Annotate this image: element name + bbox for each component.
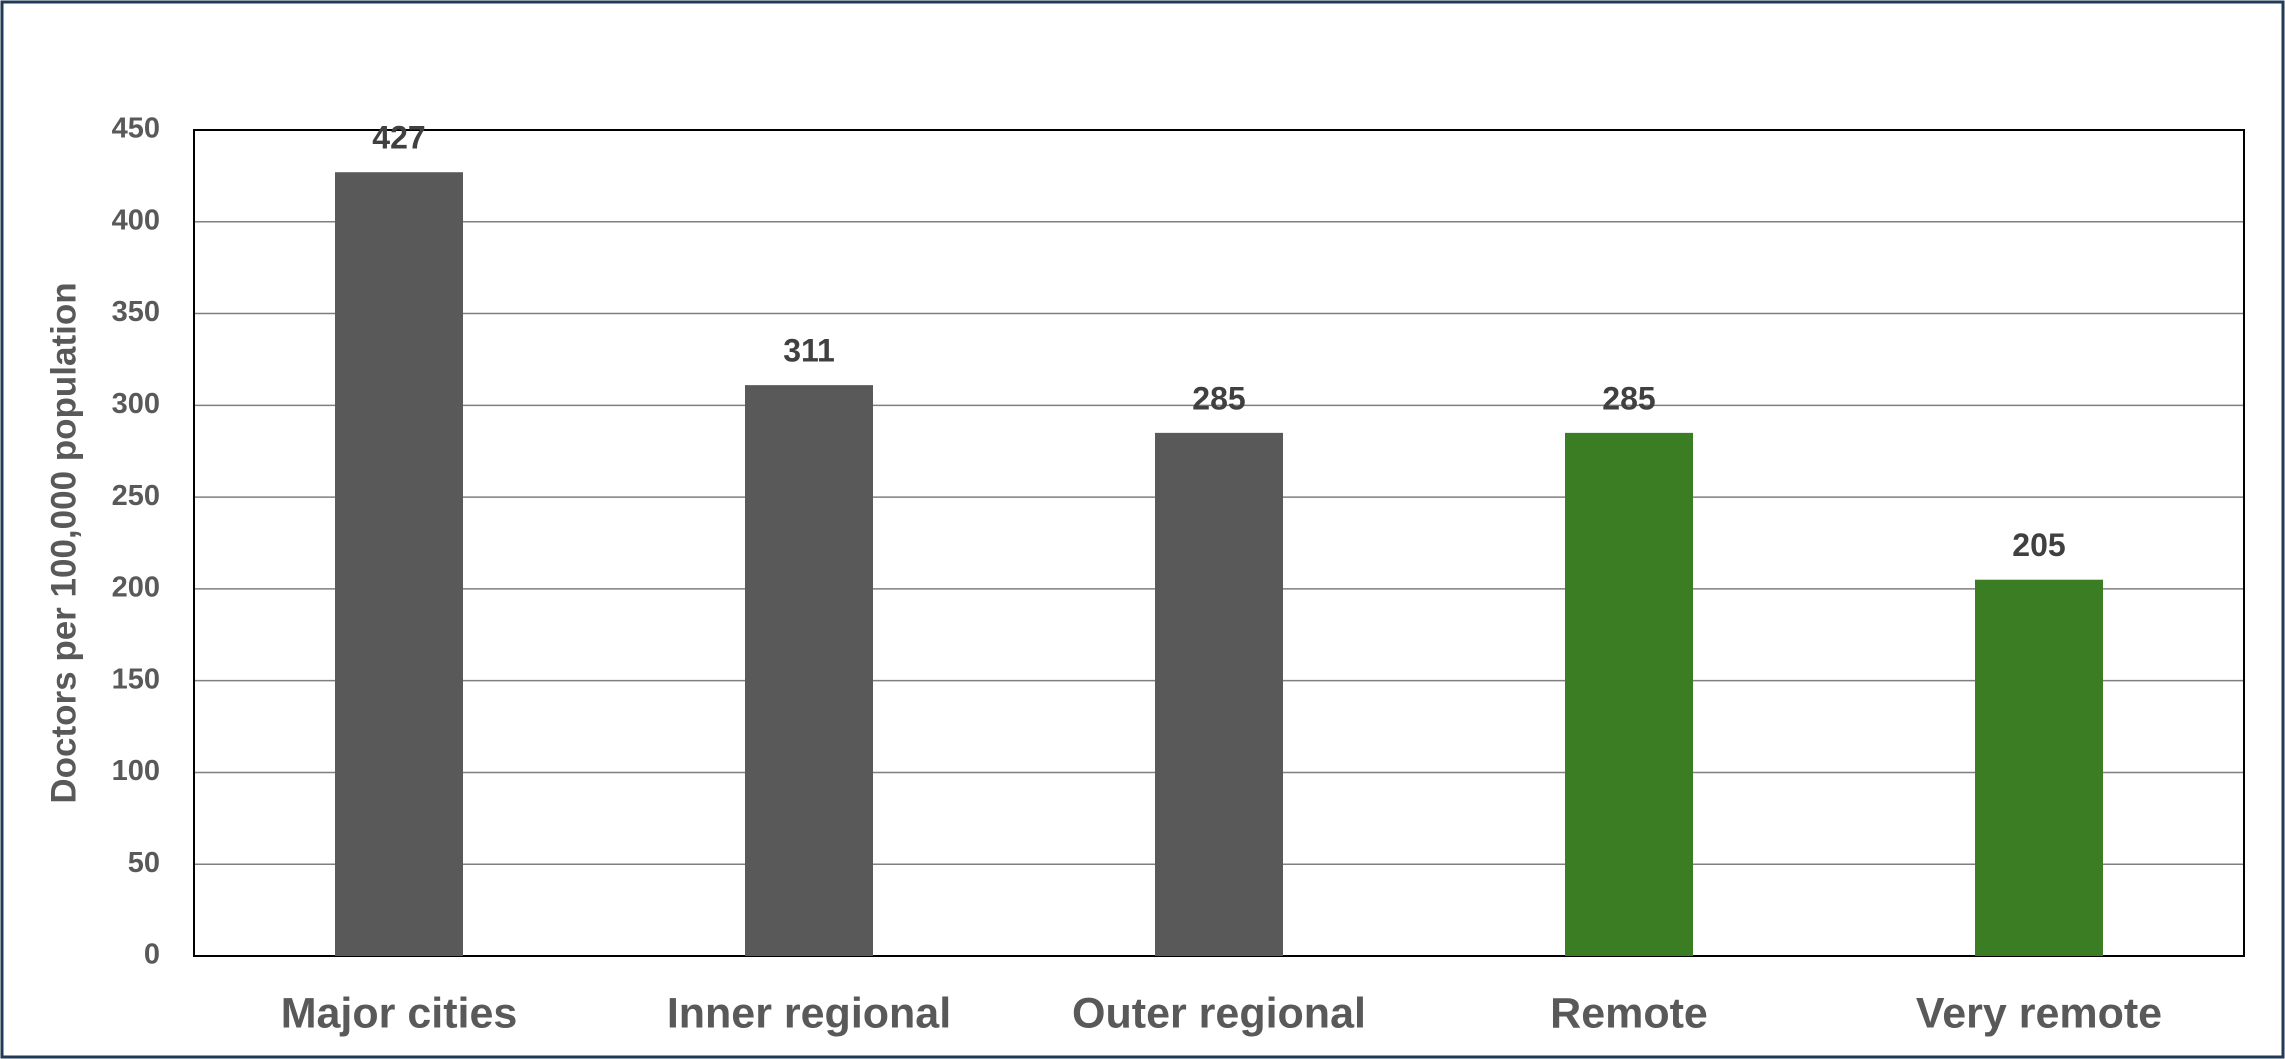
- value-label: 311: [783, 333, 835, 369]
- x-tick-label: Outer regional: [1072, 989, 1366, 1037]
- y-tick-label: 0: [144, 939, 160, 971]
- y-tick-label: 400: [112, 204, 160, 236]
- x-tick-label: Inner regional: [667, 989, 951, 1037]
- value-label: 285: [1192, 380, 1245, 416]
- y-tick-label: 100: [112, 755, 160, 787]
- value-label: 285: [1602, 380, 1655, 416]
- x-tick-label: Major cities: [281, 989, 518, 1037]
- y-tick-label: 200: [112, 572, 160, 604]
- y-tick-label: 250: [112, 480, 160, 512]
- bar: [1155, 432, 1283, 956]
- y-tick-label: 350: [112, 296, 160, 328]
- bar: [1975, 579, 2103, 956]
- y-tick-label: 50: [128, 847, 160, 879]
- y-tick-label: 300: [112, 388, 160, 420]
- value-label: 205: [2012, 527, 2065, 563]
- bar: [335, 172, 463, 956]
- y-axis-label: Doctors per 100,000 population: [44, 282, 83, 803]
- bar: [745, 385, 873, 956]
- x-tick-label: Remote: [1550, 989, 1708, 1037]
- value-label: 427: [372, 120, 425, 156]
- x-tick-label: Very remote: [1916, 989, 2162, 1037]
- bar: [1565, 432, 1693, 956]
- y-tick-label: 150: [112, 663, 160, 695]
- y-tick-label: 450: [112, 113, 160, 145]
